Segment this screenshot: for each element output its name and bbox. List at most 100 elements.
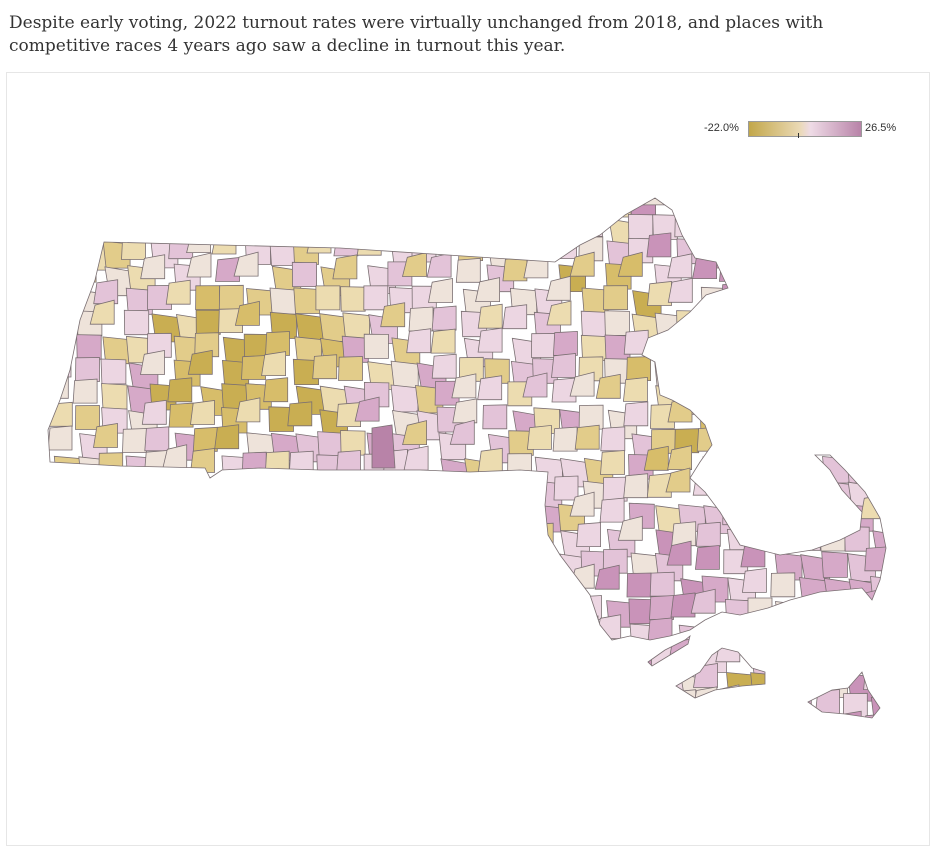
municipality[interactable] [116,470,142,496]
municipality[interactable] [600,426,626,452]
municipality[interactable] [649,691,675,717]
municipality[interactable] [367,553,397,583]
municipality[interactable] [569,491,595,517]
municipality[interactable] [117,184,142,208]
municipality[interactable] [747,693,774,719]
municipality[interactable] [344,602,374,632]
municipality[interactable] [310,616,336,641]
municipality[interactable] [317,192,345,219]
municipality[interactable] [149,647,176,674]
municipality[interactable] [896,434,924,462]
municipality[interactable] [75,525,101,551]
municipality[interactable] [869,455,896,482]
municipality[interactable] [282,588,308,614]
municipality[interactable] [842,189,868,214]
municipality[interactable] [607,697,636,726]
municipality[interactable] [696,210,722,236]
municipality[interactable] [43,300,68,326]
municipality[interactable] [487,625,516,654]
municipality[interactable] [218,716,244,741]
municipality[interactable] [220,670,248,698]
municipality[interactable] [343,577,372,606]
municipality[interactable] [344,195,374,224]
municipality[interactable] [473,180,499,205]
municipality[interactable] [215,257,240,282]
municipality[interactable] [161,563,187,589]
municipality[interactable] [146,332,172,358]
municipality[interactable] [242,548,268,574]
municipality[interactable] [523,637,549,663]
municipality[interactable] [477,327,503,353]
municipality[interactable] [726,408,755,437]
municipality[interactable] [101,647,129,675]
municipality[interactable] [795,405,821,431]
municipality[interactable] [243,597,269,623]
municipality[interactable] [47,352,72,378]
municipality[interactable] [45,278,70,304]
municipality[interactable] [788,350,814,376]
municipality[interactable] [53,455,81,484]
municipality[interactable] [294,480,322,508]
municipality[interactable] [769,499,794,524]
municipality[interactable] [77,192,105,219]
municipality[interactable] [425,203,451,229]
municipality[interactable] [310,496,336,522]
municipality[interactable] [666,540,692,566]
municipality[interactable] [162,660,188,686]
municipality[interactable] [776,434,807,465]
municipality[interactable] [813,327,838,352]
municipality[interactable] [622,376,648,402]
municipality[interactable] [813,423,839,449]
municipality[interactable] [751,457,780,486]
municipality[interactable] [141,207,167,233]
municipality[interactable] [696,426,722,452]
municipality[interactable] [792,498,818,524]
municipality[interactable] [844,526,870,552]
municipality[interactable] [505,643,531,669]
municipality[interactable] [694,544,720,570]
municipality[interactable] [116,662,142,688]
municipality[interactable] [530,692,556,718]
municipality[interactable] [288,666,314,692]
municipality[interactable] [892,214,916,238]
municipality[interactable] [211,565,237,591]
municipality[interactable] [676,334,702,360]
municipality[interactable] [223,697,254,726]
municipality[interactable] [824,218,854,249]
municipality[interactable] [702,456,731,485]
municipality[interactable] [487,217,517,247]
municipality[interactable] [43,708,68,733]
municipality[interactable] [211,229,237,255]
municipality[interactable] [315,285,341,311]
municipality[interactable] [141,399,167,425]
municipality[interactable] [124,214,152,242]
municipality[interactable] [295,505,325,535]
municipality[interactable] [617,251,643,277]
municipality[interactable] [502,304,528,330]
municipality[interactable] [54,576,83,605]
municipality[interactable] [569,371,595,397]
municipality[interactable] [241,451,267,477]
municipality[interactable] [893,191,918,216]
municipality[interactable] [737,227,763,253]
municipality[interactable] [320,722,348,750]
municipality[interactable] [747,309,772,334]
municipality[interactable] [332,254,358,280]
municipality[interactable] [233,251,259,277]
municipality[interactable] [234,300,260,326]
municipality[interactable] [790,616,816,642]
municipality[interactable] [414,600,443,629]
municipality[interactable] [209,491,235,517]
municipality[interactable] [93,279,119,305]
municipality[interactable] [727,194,757,223]
municipality[interactable] [480,714,506,739]
municipality[interactable] [501,471,526,496]
municipality[interactable] [380,302,406,328]
municipality[interactable] [340,670,368,698]
municipality[interactable] [701,623,730,652]
municipality[interactable] [214,544,240,570]
municipality[interactable] [896,410,924,438]
municipality[interactable] [365,479,393,507]
municipality[interactable] [671,521,697,547]
municipality[interactable] [428,278,453,303]
